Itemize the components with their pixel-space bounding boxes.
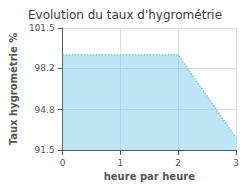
- svg-text:101.5: 101.5: [29, 23, 55, 33]
- svg-text:Evolution du taux d'hygrométri: Evolution du taux d'hygrométrie: [28, 8, 222, 22]
- svg-text:heure par heure: heure par heure: [104, 171, 195, 182]
- svg-text:3: 3: [233, 158, 239, 168]
- svg-text:0: 0: [60, 158, 66, 168]
- svg-text:1: 1: [118, 158, 124, 168]
- svg-text:91.5: 91.5: [35, 145, 55, 155]
- svg-text:2: 2: [175, 158, 181, 168]
- svg-text:94.8: 94.8: [35, 105, 55, 115]
- svg-text:Taux hygrométrie %: Taux hygrométrie %: [8, 33, 19, 146]
- svg-text:98.2: 98.2: [35, 63, 55, 73]
